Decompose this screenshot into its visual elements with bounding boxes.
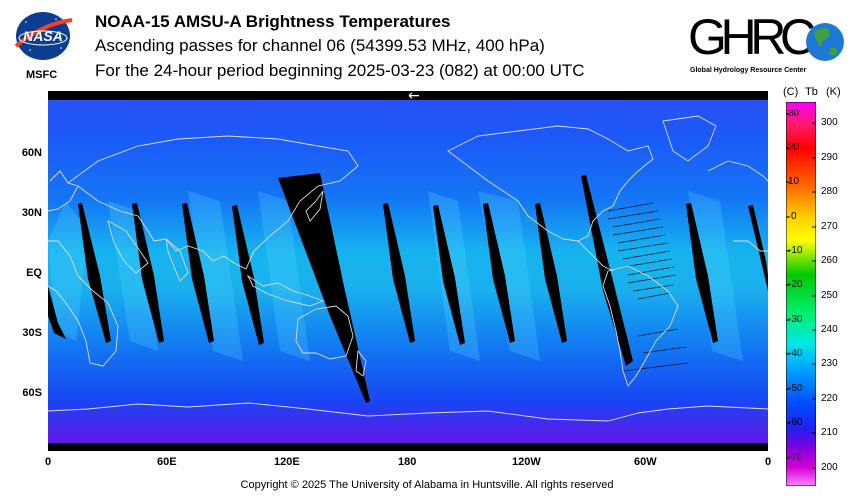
map-period: For the 24-hour period beginning 2025-03… <box>95 61 585 80</box>
colorbar-celsius-label: 10 <box>788 176 800 187</box>
orbit-gap <box>132 203 164 343</box>
colorbar-kelvin-label: 200 <box>821 462 838 473</box>
colorbar-celsius-label: -50 <box>788 383 803 394</box>
swath-band <box>188 191 243 361</box>
colorbar-unit-c: (C) <box>783 86 799 98</box>
orbit-gap <box>686 203 718 343</box>
swath-band <box>108 201 158 351</box>
colorbar-kelvin-label: 250 <box>821 290 838 301</box>
y-tick-label: 60N <box>21 147 42 159</box>
map-title: NOAA-15 AMSU-A Brightness Temperatures <box>95 12 451 31</box>
ghrc-logo-text: GHRC <box>688 9 816 65</box>
nasa-logo: NASA <box>14 12 73 60</box>
y-tick-label: 60S <box>22 387 42 399</box>
colorbar-celsius-label: -60 <box>788 417 803 428</box>
x-tick-label: 60W <box>634 456 657 468</box>
colorbar-celsius-label: 20 <box>788 142 800 153</box>
colorbar-kelvin-label: 220 <box>821 393 838 404</box>
colorbar-celsius-label: -70 <box>788 452 803 463</box>
x-tick-label: 0 <box>765 456 772 468</box>
ghrc-logo: GHRC Global Hydrology Resource Center <box>688 9 844 74</box>
arrow-glyph: ← <box>408 91 420 104</box>
swath-band <box>258 191 310 361</box>
orbit-gap-wide <box>278 173 370 403</box>
y-tick-label: 30S <box>22 327 42 339</box>
colorbar-celsius-label: -20 <box>788 279 803 290</box>
colorbar-celsius-label: 0 <box>791 211 797 222</box>
map-subtitle: Ascending passes for channel 06 (54399.5… <box>95 36 545 55</box>
colorbar-kelvin-label: 290 <box>821 152 838 163</box>
colorbar-kelvin-label: 240 <box>821 324 838 335</box>
colorbar-kelvin-label: 260 <box>821 255 838 266</box>
x-tick-label: 120E <box>274 456 300 468</box>
copyright-notice: Copyright © 2025 The University of Alaba… <box>240 479 614 491</box>
orbit-gap <box>483 203 515 343</box>
colorbar-kelvin-label: 300 <box>821 117 838 128</box>
orbit-gap <box>182 203 214 343</box>
coastlines <box>48 115 768 422</box>
colorbar-kelvin-label: 210 <box>821 427 838 438</box>
msfc-label: MSFC <box>26 69 58 81</box>
colorbar-kelvin-label: 270 <box>821 221 838 232</box>
x-tick-label: 0 <box>45 456 52 468</box>
swath-band <box>688 191 743 361</box>
colorbar-kelvin-label: 230 <box>821 358 838 369</box>
y-tick-label: EQ <box>26 267 42 279</box>
brightness-temperature-map: ← <box>48 91 768 451</box>
swath-band <box>48 201 88 341</box>
colorbar-celsius-label: -30 <box>788 314 803 325</box>
orbit-gap <box>748 205 768 291</box>
orbit-gap <box>48 286 66 339</box>
orbit-gap <box>581 175 633 366</box>
orbit-gap <box>78 203 111 343</box>
orbit-gap <box>535 203 567 343</box>
colorbar-celsius-label: -10 <box>788 245 803 256</box>
x-tick-label: 60E <box>157 456 177 468</box>
no-data-strip-bottom <box>48 443 768 451</box>
y-tick-label: 30N <box>21 207 42 219</box>
nasa-logo-text: NASA <box>23 28 63 44</box>
colorbar-kelvin-label: 280 <box>821 186 838 197</box>
colorbar-unit-k: (K) <box>826 86 841 98</box>
colorbar-unit-tb: Tb <box>805 86 818 98</box>
orbit-gap <box>433 205 465 345</box>
map-background <box>48 91 768 451</box>
colorbar <box>786 102 816 486</box>
no-data-strip-top <box>48 91 768 100</box>
orbit-gap <box>232 205 264 345</box>
x-tick-label: 180 <box>398 456 417 468</box>
x-tick-label: 120W <box>512 456 541 468</box>
colorbar-celsius-label: 30 <box>788 108 800 119</box>
colorbar-celsius-label: -40 <box>788 348 803 359</box>
orbit-gap <box>383 203 415 343</box>
ghrc-subtitle: Global Hydrology Resource Center <box>690 67 807 74</box>
